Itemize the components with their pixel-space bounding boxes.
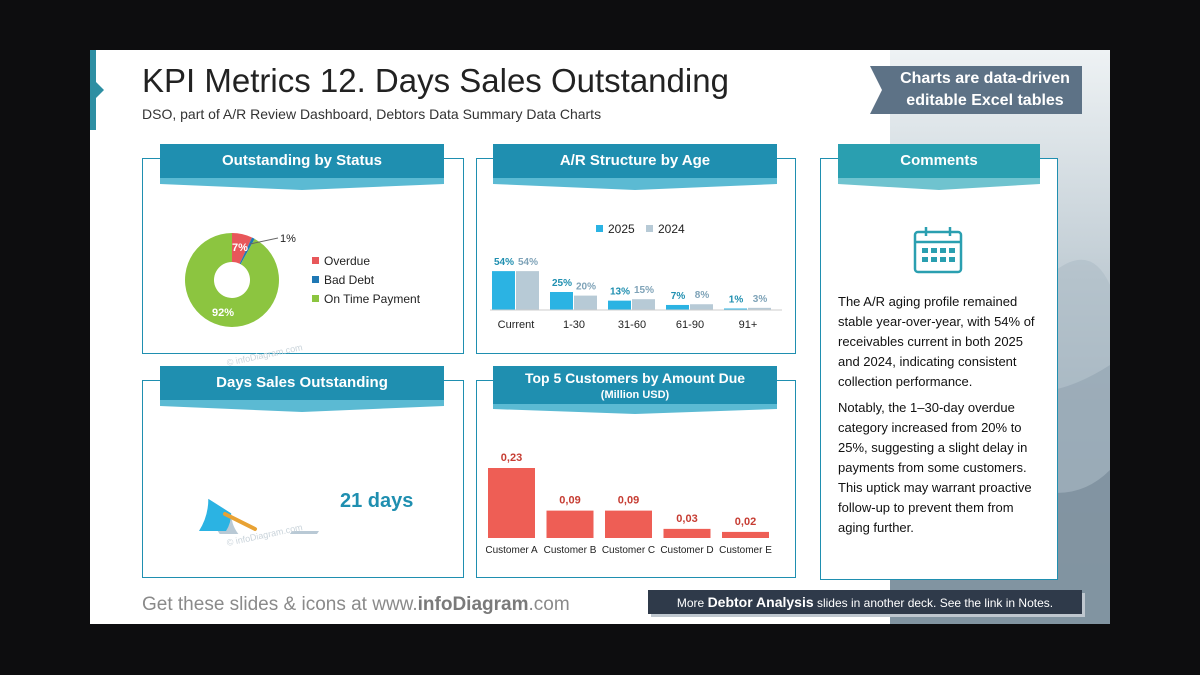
customer-value-2: 0,09 (559, 495, 580, 507)
age-label-2025-61-90: 7% (671, 291, 686, 302)
customer-value-3: 0,09 (618, 495, 639, 507)
age-category-1-30: 1-30 (563, 319, 585, 331)
customer-name-2: Customer B (544, 545, 597, 556)
gauge-fill-arc (199, 498, 232, 531)
badge-line-1: Charts are data-driven (900, 70, 1070, 87)
legend-2024: 2024 (646, 222, 685, 236)
comment-paragraph-1: The A/R aging profile remained stable ye… (838, 294, 1035, 389)
status-ribbon: Outstanding by Status (160, 144, 444, 190)
age-label-2024-61-90: 8% (695, 290, 710, 301)
age-bar-2024-1-30 (574, 295, 597, 310)
data-driven-badge: Charts are data-driven editable Excel ta… (870, 66, 1082, 114)
legend-2025: 2025 (596, 222, 635, 236)
footer-link[interactable]: Get these slides & icons at www.infoDiag… (142, 594, 570, 615)
page-title: KPI Metrics 12. Days Sales Outstanding (142, 62, 729, 99)
age-bar-2024-Current (516, 271, 539, 310)
customer-bar-1 (488, 468, 535, 538)
comment-paragraph-2: Notably, the 1–30-day overdue category i… (838, 400, 1032, 535)
accent-arrow (96, 82, 104, 98)
age-bar-2025-61-90 (666, 304, 689, 310)
slide: KPI Metrics 12. Days Sales Outstanding D… (90, 50, 1110, 624)
age-bar-2025-31-60 (608, 300, 631, 310)
customers-subtitle: (Million USD) (600, 389, 670, 401)
customer-name-4: Customer D (660, 545, 713, 556)
calendar-icon (913, 227, 963, 274)
legend-overdue: Overdue (312, 254, 370, 268)
age-label-2025-1-30: 25% (552, 278, 572, 289)
age-label-2025-31-60: 13% (610, 287, 630, 298)
age-category-Current: Current (498, 319, 535, 331)
page-subtitle: DSO, part of A/R Review Dashboard, Debto… (142, 106, 602, 122)
donut-leader-line (249, 237, 279, 245)
dso-ribbon: Days Sales Outstanding (160, 366, 444, 412)
age-panel (476, 158, 796, 354)
age-category-61-90: 61-90 (676, 319, 704, 331)
age-bar-2025-91+ (724, 308, 747, 310)
age-category-31-60: 31-60 (618, 319, 646, 331)
customer-name-1: Customer A (486, 545, 538, 556)
status-panel (142, 158, 464, 354)
customer-value-5: 0,02 (735, 516, 756, 528)
customer-name-3: Customer C (602, 545, 655, 556)
age-label-2024-31-60: 15% (634, 285, 654, 296)
donut-slice-overdue (232, 233, 253, 264)
age-bar-2024-61-90 (690, 304, 713, 310)
accent-bar (90, 50, 96, 130)
comments-panel (820, 158, 1058, 580)
dso-value: 21 days (340, 490, 414, 512)
customer-name-5: Customer E (719, 545, 772, 556)
age-bar-2024-91+ (748, 307, 771, 310)
customer-bar-4 (663, 528, 711, 538)
donut-label-overdue: 7% (232, 242, 248, 254)
status-donut-chart (185, 233, 279, 327)
donut-label-on-time: 92% (212, 307, 235, 319)
age-bar-2025-1-30 (550, 292, 573, 310)
age-label-2024-Current: 54% (518, 257, 538, 268)
age-label-2025-Current: 54% (494, 257, 514, 268)
customer-value-1: 0,23 (501, 452, 522, 464)
gauge-needle (223, 512, 257, 531)
customer-bar-5 (722, 531, 769, 538)
customer-bar-3 (605, 510, 652, 538)
age-label-2025-91+: 1% (729, 295, 744, 306)
more-slides-banner: More Debtor Analysis slides in another d… (648, 590, 1082, 614)
age-bar-2025-Current (492, 271, 515, 310)
age-ribbon: A/R Structure by Age (493, 144, 777, 190)
comments-title: Comments (900, 152, 978, 169)
donut-slice-on-time (185, 233, 279, 327)
comments-body: The A/R aging profile remained stable ye… (838, 292, 1036, 544)
donut-label-bad-debt: 1% (280, 233, 296, 245)
customers-title: Top 5 Customers by Amount Due (524, 370, 746, 386)
customer-value-4: 0,03 (676, 513, 697, 525)
age-bar-2024-31-60 (632, 299, 655, 310)
status-title: Outstanding by Status (221, 152, 382, 169)
dso-gauge (199, 498, 319, 534)
age-title: A/R Structure by Age (559, 152, 711, 169)
legend-bad-debt: Bad Debt (312, 273, 374, 287)
customer-bar-2 (546, 510, 594, 538)
comments-ribbon: Comments (838, 144, 1040, 190)
legend-on-time: On Time Payment (312, 292, 420, 306)
age-label-2024-1-30: 20% (576, 282, 596, 293)
age-label-2024-91+: 3% (753, 294, 768, 305)
customers-bar-chart: 0,23 Customer A 0,09 Customer B 0,09 Customer… (486, 452, 772, 556)
age-category-91+: 91+ (739, 319, 758, 331)
customers-ribbon: Top 5 Customers by Amount Due (Million U… (493, 366, 777, 414)
age-bar-chart: 54% 54% Current 25% 20% 1-30 13% 15% 31-60 7% 8% 61… (490, 257, 782, 331)
dso-title: Days Sales Outstanding (216, 374, 388, 391)
badge-line-2: editable Excel tables (906, 92, 1064, 109)
